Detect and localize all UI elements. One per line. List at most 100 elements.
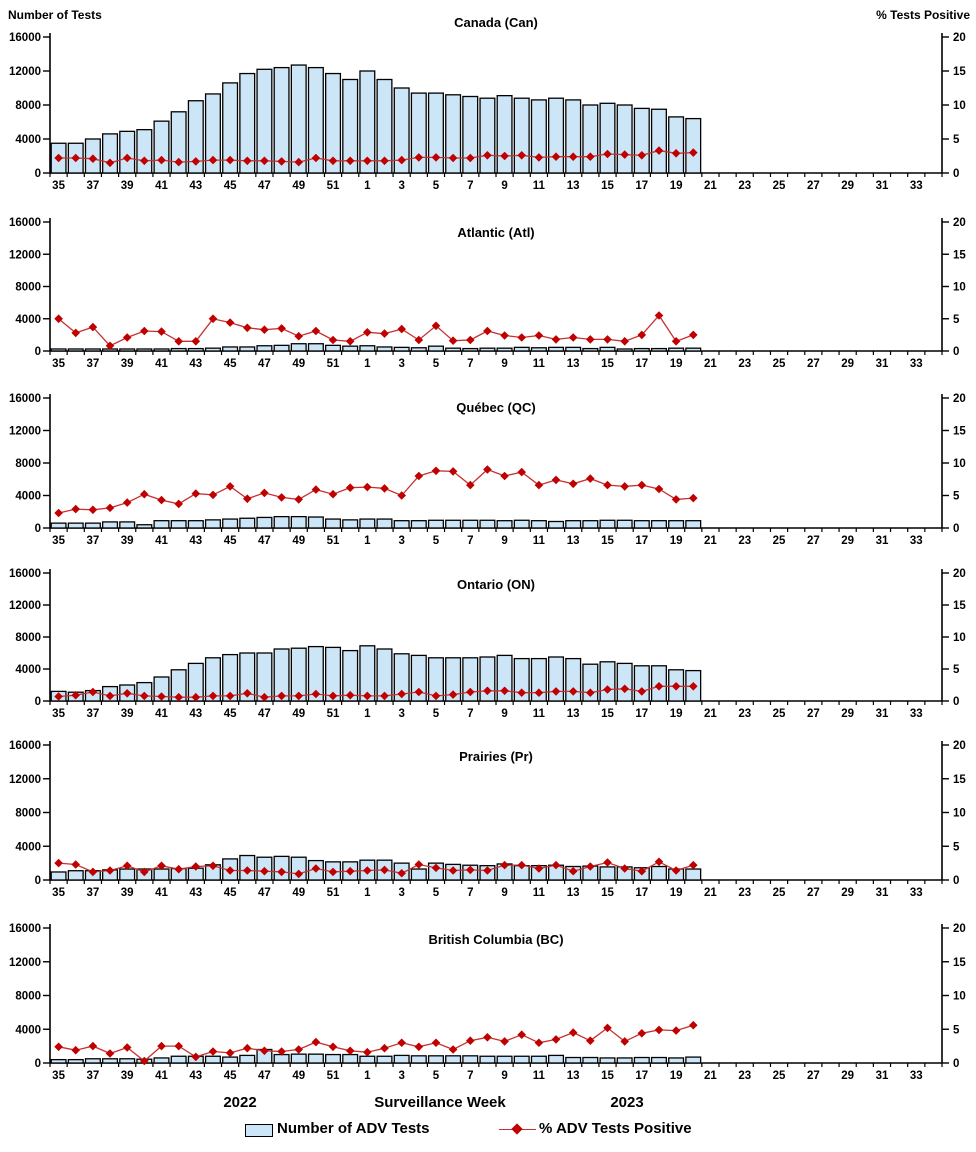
svg-text:51: 51 (327, 887, 340, 899)
pct-point (568, 479, 578, 489)
tests-bar (479, 97, 496, 174)
tests-bar (410, 1055, 427, 1064)
svg-text:23: 23 (738, 708, 751, 720)
pct-point (54, 858, 63, 868)
svg-text:1: 1 (364, 887, 371, 899)
pct-point (551, 1035, 561, 1044)
pct-point (500, 686, 509, 696)
pct-point (466, 865, 475, 875)
pct-point (328, 867, 338, 877)
svg-text:4000: 4000 (15, 841, 41, 853)
pct-point (71, 860, 80, 869)
svg-text:19: 19 (670, 1070, 683, 1082)
tests-bar (170, 111, 187, 174)
pct-point (140, 691, 149, 701)
pct-point (517, 151, 526, 160)
svg-text:16000: 16000 (9, 740, 41, 752)
tests-bar (513, 97, 530, 174)
svg-text:19: 19 (670, 180, 683, 192)
pct-point (671, 495, 681, 504)
tests-bar (50, 1058, 67, 1064)
right-axis-title: % Tests Positive (876, 8, 970, 22)
pct-point (260, 866, 269, 876)
svg-text:29: 29 (841, 1070, 854, 1082)
svg-text:21: 21 (704, 358, 717, 370)
tests-bar (513, 346, 530, 352)
svg-text:51: 51 (327, 1070, 340, 1082)
pct-point (637, 687, 647, 696)
tests-bar (633, 1056, 650, 1064)
svg-text:12000: 12000 (9, 66, 41, 78)
svg-text:1: 1 (364, 535, 371, 547)
pct-point (397, 869, 406, 878)
pct-point (603, 335, 612, 344)
tests-bar (119, 1058, 136, 1064)
svg-text:41: 41 (155, 180, 168, 192)
pct-point (380, 484, 389, 493)
tests-bar (479, 656, 496, 702)
tests-bar (462, 657, 479, 702)
svg-text:21: 21 (704, 708, 717, 720)
svg-text:20: 20 (953, 923, 966, 935)
pct-point (208, 691, 218, 701)
pct-point (654, 682, 664, 691)
pct-line (58, 1024, 694, 1062)
pct-point (466, 1036, 475, 1045)
svg-text:31: 31 (876, 1070, 889, 1082)
tests-bar (170, 520, 187, 529)
panel-title-quebec: Québec (QC) (456, 400, 536, 415)
pct-point (260, 488, 269, 498)
pct-point (71, 153, 80, 163)
pct-point (500, 471, 509, 481)
pct-point (483, 866, 492, 875)
svg-text:35: 35 (52, 1070, 65, 1082)
pct-point (294, 157, 303, 167)
pct-point (534, 688, 544, 697)
svg-text:25: 25 (773, 708, 786, 720)
pct-line (58, 314, 694, 347)
pct-point (140, 867, 149, 877)
svg-text:23: 23 (738, 535, 751, 547)
tests-bar (650, 347, 667, 352)
svg-text:5: 5 (953, 841, 960, 853)
tests-bar (633, 107, 650, 174)
pct-point (174, 337, 183, 346)
tests-bar (204, 93, 221, 174)
svg-text:51: 51 (327, 180, 340, 192)
pct-point (363, 1047, 372, 1057)
pct-point (689, 148, 698, 157)
tests-bar (496, 654, 513, 702)
pct-point (140, 326, 149, 336)
svg-text:29: 29 (841, 887, 854, 899)
svg-text:49: 49 (292, 887, 305, 899)
tests-bar (582, 104, 599, 174)
svg-text:47: 47 (258, 358, 271, 370)
pct-point (311, 864, 321, 873)
pct-point (500, 1037, 509, 1046)
pct-point (551, 152, 561, 161)
tests-bar (273, 515, 290, 529)
year-label-2022: 2022 (223, 1094, 257, 1111)
pct-point (260, 692, 269, 702)
pct-point (225, 482, 235, 491)
svg-text:17: 17 (635, 887, 648, 899)
svg-text:17: 17 (635, 1070, 648, 1082)
svg-text:9: 9 (501, 535, 507, 547)
pct-point (71, 1045, 80, 1055)
tests-bar (204, 519, 221, 529)
pct-point (517, 860, 526, 870)
svg-text:15: 15 (601, 358, 614, 370)
tests-bar (462, 519, 479, 529)
tests-bar (410, 92, 427, 174)
tests-bar (410, 520, 427, 529)
tests-bar (239, 652, 256, 702)
tests-bar (427, 1055, 444, 1064)
pct-point (671, 337, 681, 346)
tests-bar (84, 522, 101, 529)
svg-text:37: 37 (86, 708, 99, 720)
svg-text:5: 5 (953, 314, 960, 326)
pct-point (294, 691, 303, 701)
svg-text:3: 3 (398, 887, 404, 899)
pct-point (345, 156, 355, 166)
